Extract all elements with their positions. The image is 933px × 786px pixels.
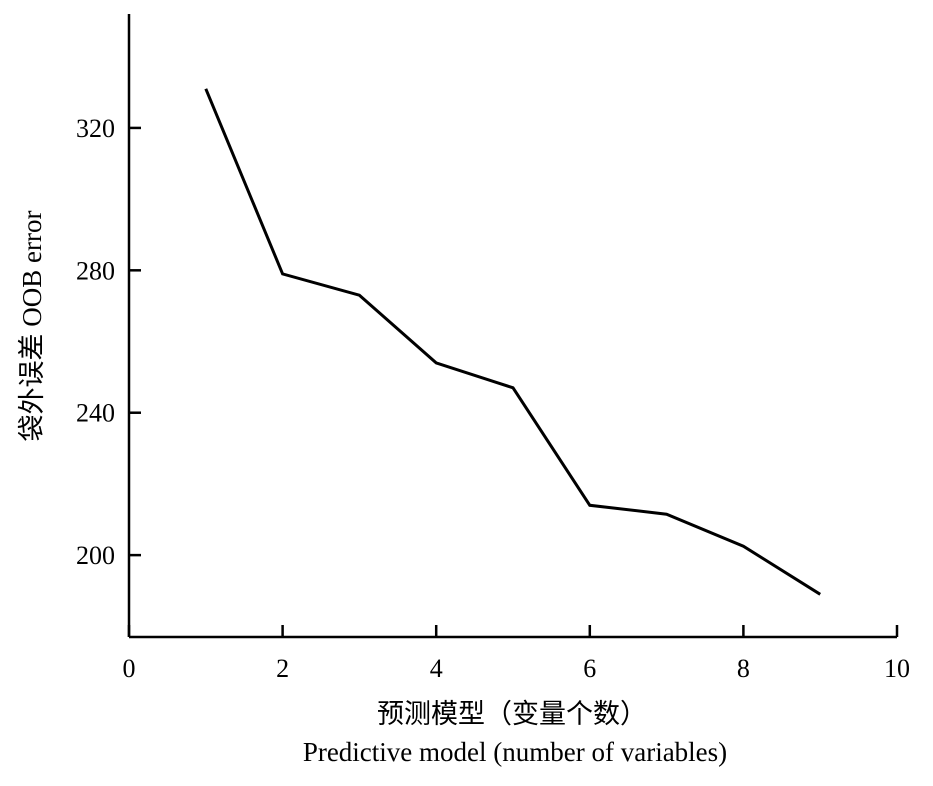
x-axis-title-en: Predictive model (number of variables) xyxy=(303,737,727,767)
x-tick-label: 2 xyxy=(276,654,289,683)
x-tick-label: 4 xyxy=(430,654,443,683)
y-tick-label: 320 xyxy=(76,114,115,143)
y-axis-title: 袋外误差 OOB error xyxy=(17,211,47,442)
y-tick-label: 280 xyxy=(76,256,115,285)
axes xyxy=(127,14,897,639)
x-tick-label: 8 xyxy=(737,654,750,683)
y-tick-label: 240 xyxy=(76,399,115,428)
y-ticks: 200 240 280 320 xyxy=(76,114,141,570)
y-tick-label: 200 xyxy=(76,541,115,570)
x-tick-label: 0 xyxy=(123,654,136,683)
series-layer xyxy=(204,88,821,596)
x-ticks: 0 2 4 6 8 10 xyxy=(123,625,910,683)
x-axis-title-cn: 预测模型（变量个数） xyxy=(377,699,647,729)
series-line xyxy=(204,88,821,596)
x-tick-label: 6 xyxy=(583,654,596,683)
x-tick-label: 10 xyxy=(884,654,910,683)
